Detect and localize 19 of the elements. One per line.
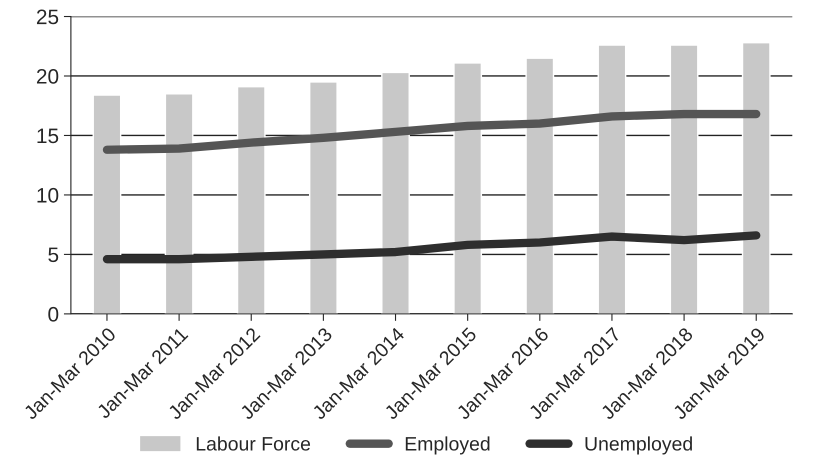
bar: [381, 72, 410, 314]
bar: [742, 42, 771, 314]
y-tick-label: 0: [48, 306, 58, 322]
bar: [236, 86, 266, 314]
y-tick-label: 10: [38, 188, 58, 203]
bar: [525, 57, 554, 314]
bar: [308, 81, 338, 314]
y-tick-label: 5: [48, 248, 58, 262]
bar: [598, 44, 626, 314]
y-tick-label: 15: [38, 128, 58, 144]
bar: [92, 94, 122, 314]
legend-label: Labour Force: [196, 436, 310, 451]
legend-label: Employed: [406, 436, 490, 454]
y-tick-label: 25: [36, 10, 58, 24]
bar: [164, 93, 194, 314]
y-tick-label: 20: [36, 68, 58, 84]
legend-label: Unemployed: [586, 436, 692, 454]
bar: [670, 44, 698, 314]
bar: [453, 62, 482, 314]
